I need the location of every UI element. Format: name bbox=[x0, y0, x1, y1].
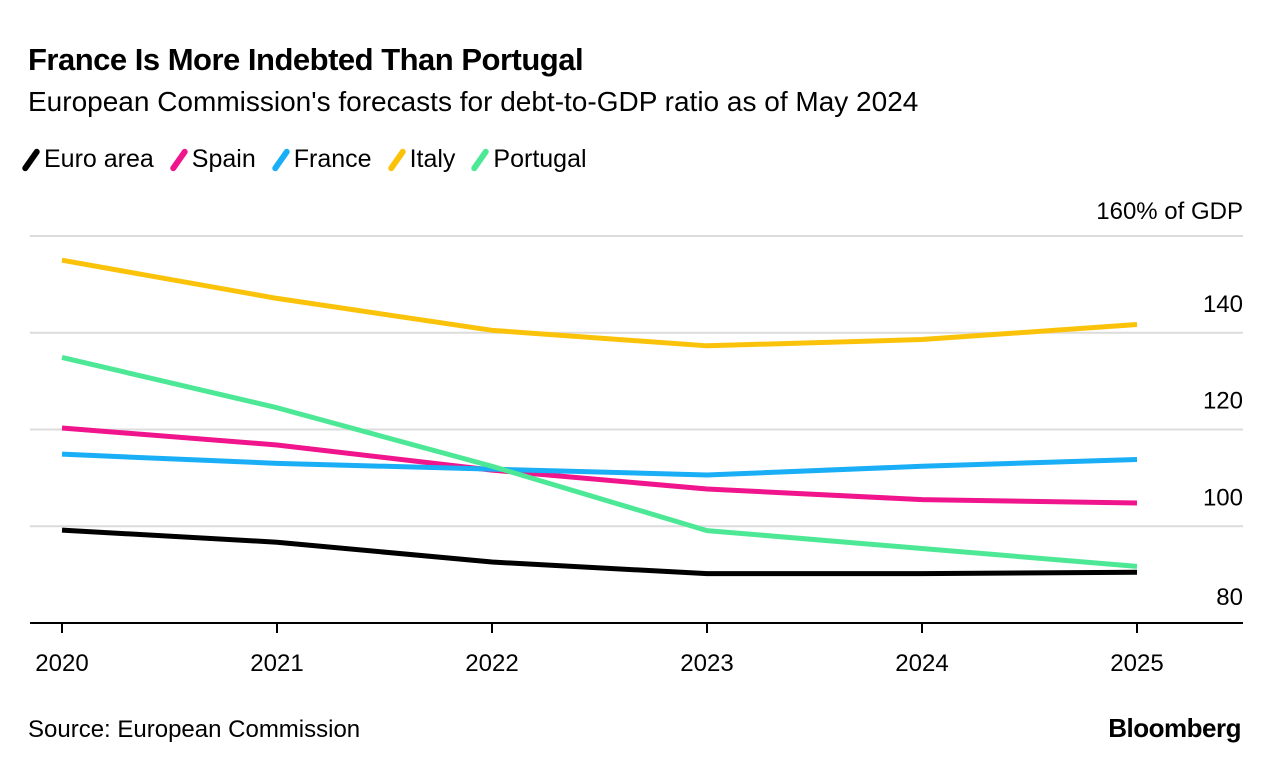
x-tick-label: 2025 bbox=[1110, 650, 1163, 677]
legend-label: Italy bbox=[409, 145, 456, 173]
series-line-france bbox=[61, 451, 1138, 478]
x-tick-label: 2020 bbox=[35, 650, 88, 677]
legend-item-france: France bbox=[270, 145, 372, 174]
legend-item-spain: Spain bbox=[168, 145, 256, 174]
y-tick-label: 120 bbox=[1203, 388, 1243, 415]
x-tick-label: 2023 bbox=[680, 650, 733, 677]
x-tick-label: 2021 bbox=[250, 650, 303, 677]
series-line-italy bbox=[61, 257, 1138, 349]
y-tick-label: 80 bbox=[1216, 584, 1243, 611]
y-tick-label: 100 bbox=[1203, 484, 1243, 511]
series-line-euro-area bbox=[61, 527, 1138, 577]
series-line-portugal bbox=[61, 354, 1138, 569]
series-line-spain bbox=[61, 425, 1138, 506]
legend-label: France bbox=[293, 145, 372, 173]
y-tick-label: 140 bbox=[1203, 291, 1243, 318]
chart-subtitle: European Commission's forecasts for debt… bbox=[28, 86, 919, 117]
legend: Euro area Spain France Italy Portugal bbox=[21, 145, 587, 174]
x-tick-label: 2022 bbox=[465, 650, 518, 677]
legend-item-euro-area: Euro area bbox=[21, 145, 154, 174]
legend-label: Portugal bbox=[493, 145, 587, 173]
legend-label: Euro area bbox=[44, 145, 154, 173]
y-tick-label: 160% of GDP bbox=[1096, 198, 1243, 225]
chart-title: France Is More Indebted Than Portugal bbox=[28, 42, 584, 77]
bloomberg-logo: Bloomberg bbox=[1108, 713, 1241, 743]
legend-item-italy: Italy bbox=[386, 145, 456, 174]
legend-label: Spain bbox=[191, 145, 256, 173]
legend-item-portugal: Portugal bbox=[470, 145, 587, 174]
x-tick-label: 2024 bbox=[895, 650, 948, 677]
source-note: Source: European Commission bbox=[28, 716, 361, 743]
